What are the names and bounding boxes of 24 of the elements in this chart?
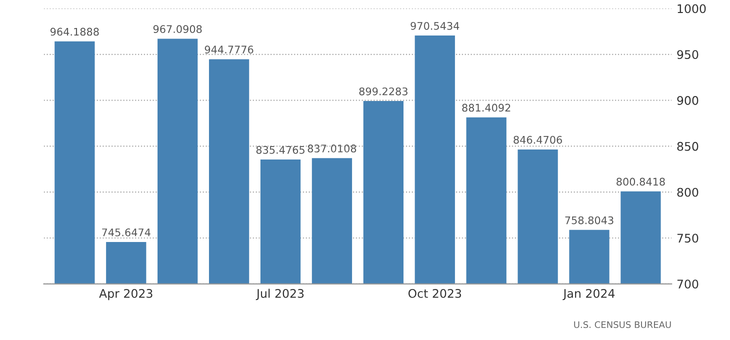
data-label: 899.2283 xyxy=(359,87,408,96)
y-tick-label: 850 xyxy=(677,142,698,151)
data-label: 967.0908 xyxy=(153,25,202,34)
data-label: 881.4092 xyxy=(462,104,510,112)
x-tick-label: Oct 2023 xyxy=(408,288,462,298)
data-label: 837.0108 xyxy=(308,144,356,152)
data-label: 944.7776 xyxy=(204,46,254,54)
data-label: 846.4706 xyxy=(514,136,562,144)
y-tick-label: 950 xyxy=(677,50,698,60)
text: U.S. CENSUS BUREAU xyxy=(574,321,671,328)
y-tick-label: 750 xyxy=(677,234,698,243)
data-label: 745.6474 xyxy=(102,228,150,236)
x-tick-label: Jan 2024 xyxy=(562,288,615,300)
data-label: 800.8418 xyxy=(616,178,665,186)
data-label: 835.4765 xyxy=(256,146,304,154)
y-tick-label: 1000 xyxy=(678,4,706,14)
y-tick-label: 900 xyxy=(677,96,698,105)
data-label: 758.8043 xyxy=(565,216,614,224)
data-label: 964.1888 xyxy=(50,28,99,36)
y-tick-label: 800 xyxy=(677,188,698,197)
x-tick-label: Apr 2023 xyxy=(99,288,152,300)
data-label: 970.5434 xyxy=(410,22,460,30)
x-tick-label: Jul 2023 xyxy=(256,288,304,300)
y-tick-label: 700 xyxy=(677,280,698,289)
